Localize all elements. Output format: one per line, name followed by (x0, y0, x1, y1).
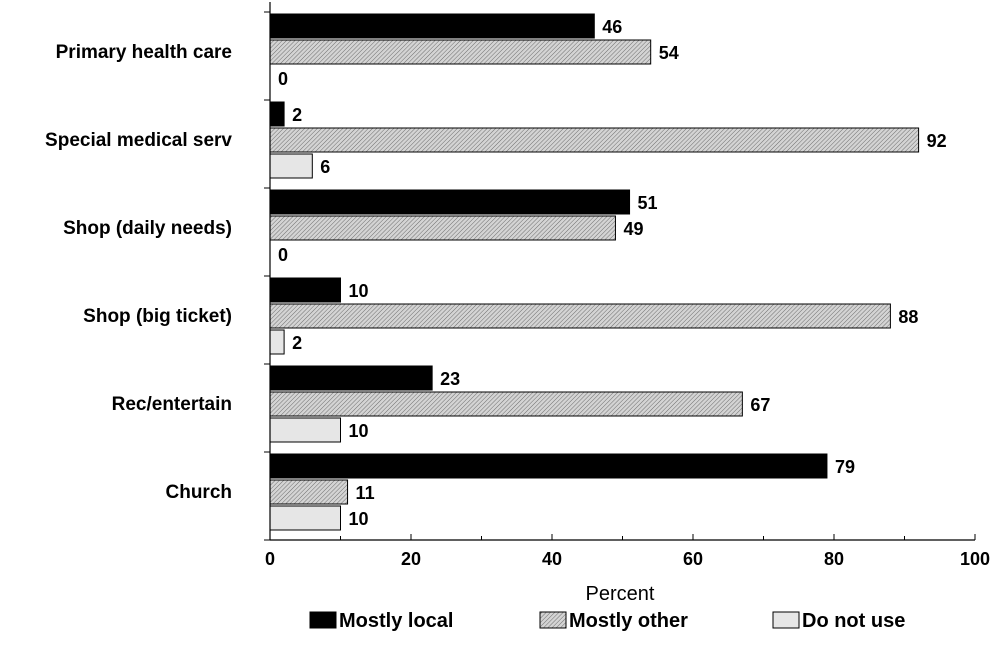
data-label: 92 (927, 131, 947, 151)
data-label: 0 (278, 245, 288, 265)
bar-shop-daily-needs-mostly-other (269, 215, 616, 241)
x-tick-label: 40 (542, 549, 562, 569)
data-label: 88 (898, 307, 918, 327)
data-label: 54 (659, 43, 679, 63)
legend: Mostly local Mostly other Do not use (309, 610, 905, 632)
category-label: Special medical serv (45, 130, 232, 151)
bar-primary-health-care-mostly-other (269, 39, 652, 65)
x-tick-label: 0 (265, 549, 275, 569)
legend-swatch-mostly-local (309, 611, 337, 629)
bar-shop-big-ticket-do-not-use (269, 329, 285, 355)
data-label: 10 (349, 509, 369, 529)
legend-label-mostly-local: Mostly local (339, 610, 453, 632)
bar-primary-health-care-mostly-local (269, 13, 595, 39)
data-label: 67 (750, 395, 770, 415)
data-label: 6 (320, 157, 330, 177)
category-label: Church (166, 482, 233, 503)
data-label: 51 (638, 193, 658, 213)
bar-special-medical-serv-do-not-use (269, 153, 313, 179)
bar-church-mostly-local (269, 453, 828, 479)
data-label: 2 (292, 333, 302, 353)
axes-layer: 0 20 40 60 80 100 (264, 2, 990, 569)
category-label: Rec/entertain (112, 394, 232, 415)
x-tick-label: 80 (824, 549, 844, 569)
legend-label-mostly-other: Mostly other (569, 610, 688, 632)
x-tick-label: 20 (401, 549, 421, 569)
bar-shop-big-ticket-mostly-other (269, 303, 891, 329)
data-label: 10 (349, 281, 369, 301)
legend-label-do-not-use: Do not use (802, 610, 905, 632)
data-label: 11 (356, 483, 375, 503)
bar-rec-entertain-mostly-local (269, 365, 433, 391)
x-axis-title: Percent (586, 583, 655, 605)
bar-rec-entertain-mostly-other (269, 391, 743, 417)
category-label: Primary health care (56, 42, 232, 63)
x-tick-label: 60 (683, 549, 703, 569)
bar-church-do-not-use (269, 505, 341, 531)
data-label: 46 (602, 17, 622, 37)
bar-shop-big-ticket-mostly-local (269, 277, 341, 303)
labels-layer: 46 54 0 Primary health care 2 92 6 Special medi… (45, 17, 947, 529)
x-tick-label: 100 (960, 549, 990, 569)
data-label: 2 (292, 105, 302, 125)
legend-swatch-do-not-use (772, 611, 800, 629)
bar-church-mostly-other (269, 479, 349, 505)
data-label: 10 (349, 421, 369, 441)
data-label: 23 (440, 369, 460, 389)
data-label: 49 (623, 219, 643, 239)
bar-rec-entertain-do-not-use (269, 417, 341, 443)
bar-special-medical-serv-mostly-local (269, 101, 285, 127)
bar-special-medical-serv-mostly-other (269, 127, 920, 153)
data-label: 79 (835, 457, 855, 477)
data-label: 0 (278, 69, 288, 89)
bar-shop-daily-needs-mostly-local (269, 189, 631, 215)
category-label: Shop (daily needs) (63, 218, 232, 239)
legend-swatch-mostly-other (539, 611, 567, 629)
category-label: Shop (big ticket) (83, 306, 232, 327)
bars-layer (269, 13, 920, 531)
